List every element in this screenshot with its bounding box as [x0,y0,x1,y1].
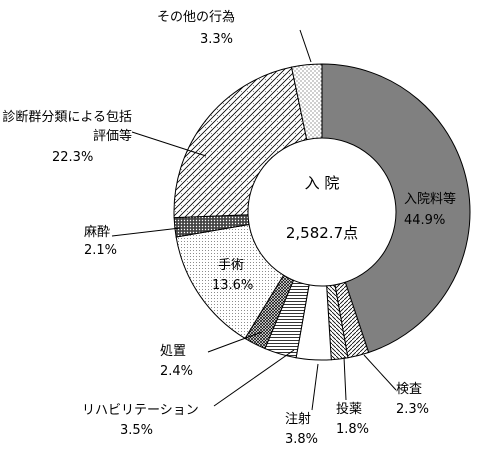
leader-line [363,354,397,391]
value-label: 22.3% [52,150,94,165]
leader-line [311,363,319,411]
value-label: 13.6% [212,278,254,293]
leader-line [299,29,312,63]
donut-slice [290,63,323,141]
category-label: 処置 [160,344,187,359]
value-label: 1.8% [336,422,370,437]
value-label: 2.1% [84,243,118,258]
category-label: その他の行為 [157,10,236,25]
value-label: 44.9% [404,213,446,228]
category-label: 手術 [218,258,245,273]
category-label: 麻酔 [84,225,111,240]
category-label: 診断群分類による包括評価等 [2,110,132,144]
category-label: 入院料等 [404,192,457,207]
value-label: 3.5% [120,423,154,438]
leader-line [213,349,295,407]
category-label: 検査 [396,382,423,397]
category-label: 注射 [285,412,312,427]
value-label: 2.4% [160,364,194,379]
center-title: 入 院 [304,174,340,192]
value-label: 3.3% [200,32,234,47]
leader-line [207,331,263,353]
donut-slice [321,63,471,354]
leader-line [111,227,181,237]
value-label: 3.8% [285,432,319,447]
category-label: 投薬 [336,402,363,417]
leader-line [131,131,207,157]
donut-slice [173,66,308,219]
center-value: 2,582.7点 [285,224,359,242]
leader-line [343,356,347,401]
value-label: 2.3% [396,402,430,417]
category-label: リハビリテーション [82,403,199,418]
